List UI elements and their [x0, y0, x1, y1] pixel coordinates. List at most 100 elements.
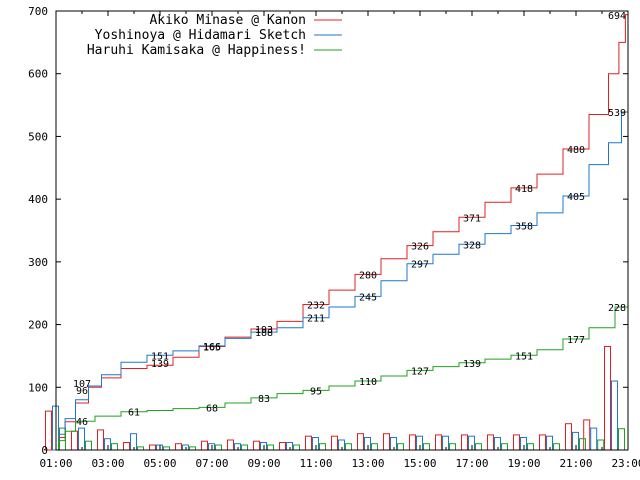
data-label: 107 — [73, 379, 91, 390]
data-label: 480 — [567, 145, 585, 156]
x-tick-label: 19:00 — [507, 457, 540, 470]
y-tick-label: 700 — [28, 5, 48, 18]
data-label: 418 — [515, 184, 533, 195]
hourly-bar — [331, 435, 338, 451]
hourly-bar — [371, 443, 378, 451]
hourly-bar — [305, 435, 312, 451]
data-labels-layer: 96 139 165 193 232 280 326 371 418 480 694 107 151 16… — [73, 11, 626, 428]
data-label: 694 — [608, 11, 626, 22]
y-tick-label: 400 — [28, 193, 48, 206]
hourly-bar — [435, 434, 442, 451]
data-label: 228 — [608, 303, 626, 314]
hourly-bar — [579, 438, 586, 451]
hourly-bar — [501, 443, 508, 451]
data-label: 139 — [151, 359, 169, 370]
hourly-bar — [409, 434, 416, 451]
legend-label: Akiko Minase @ Kanon — [149, 13, 306, 28]
hourly-bar — [85, 440, 92, 451]
data-label: 139 — [463, 359, 481, 370]
legend-label: Haruhi Kamisaka @ Happiness! — [87, 43, 306, 58]
hourly-bar — [527, 443, 534, 451]
cumulative-series-line — [56, 306, 628, 451]
data-label: 165 — [203, 343, 221, 354]
data-label: 539 — [608, 108, 626, 119]
hourly-bar — [241, 444, 248, 451]
data-label: 166 — [203, 342, 221, 353]
axes-layer: 0 100 200 300 400 500 600 700 01:00 03:00 05:00 07:… — [28, 5, 640, 470]
hourly-bar — [215, 444, 222, 451]
data-label: 328 — [463, 240, 481, 251]
hourly-bar — [397, 443, 404, 451]
data-label: 127 — [411, 366, 429, 377]
hourly-bar — [201, 440, 208, 451]
data-label: 177 — [567, 335, 585, 346]
hourly-bar — [175, 443, 182, 451]
hourly-bar — [45, 410, 52, 451]
legend-label: Yoshinoya @ Hidamari Sketch — [95, 28, 306, 43]
hourly-bar — [293, 444, 300, 451]
hourly-bar — [345, 443, 352, 451]
hourly-bar — [461, 434, 468, 451]
hourly-bar — [449, 443, 456, 451]
cumulative-series-line — [56, 14, 628, 451]
hourly-bar — [604, 346, 611, 451]
y-tick-label: 100 — [28, 381, 48, 394]
data-label: 151 — [151, 351, 169, 362]
data-label: 110 — [359, 377, 377, 388]
hourly-bar — [357, 433, 364, 451]
hourly-bar — [149, 444, 156, 451]
hourly-bar — [227, 439, 234, 451]
hourly-bar — [539, 434, 546, 451]
hourly-bar — [97, 429, 104, 451]
hourly-bar — [383, 433, 390, 451]
hourly-bar — [423, 443, 430, 451]
data-label: 326 — [411, 242, 429, 253]
hourly-bar — [123, 442, 130, 451]
cumulative-series-line — [56, 111, 628, 451]
data-label: 371 — [463, 213, 481, 224]
hourly-bar — [267, 444, 274, 451]
hourly-bar — [611, 380, 618, 451]
cumulative-lines-layer — [56, 14, 628, 451]
data-label: 193 — [255, 325, 273, 336]
hourly-bar — [565, 423, 572, 451]
y-tick-label: 600 — [28, 68, 48, 81]
data-label: 83 — [258, 394, 270, 405]
hourly-bar — [78, 427, 85, 451]
data-label: 61 — [128, 408, 140, 419]
data-label: 95 — [310, 386, 322, 397]
x-tick-label: 15:00 — [403, 457, 436, 470]
y-tick-label: 0 — [41, 444, 48, 457]
data-label: 211 — [307, 314, 325, 325]
y-tick-label: 500 — [28, 130, 48, 143]
hourly-bar — [71, 430, 78, 451]
data-label: 96 — [76, 386, 88, 397]
data-label: 232 — [307, 301, 325, 312]
data-label: 188 — [255, 328, 273, 339]
x-tick-label: 01:00 — [39, 457, 72, 470]
data-label: 151 — [515, 351, 533, 362]
data-label: 358 — [515, 222, 533, 233]
hourly-bar — [513, 434, 520, 451]
hourly-bar — [487, 434, 494, 451]
data-label: 68 — [206, 403, 218, 414]
hourly-bar — [597, 439, 605, 451]
data-label: 297 — [411, 260, 429, 271]
x-tick-label: 07:00 — [195, 457, 228, 470]
x-tick-label: 05:00 — [143, 457, 176, 470]
hourly-bar — [590, 427, 598, 451]
y-tick-label: 300 — [28, 256, 48, 269]
x-tick-label: 17:00 — [455, 457, 488, 470]
data-label: 405 — [567, 192, 585, 203]
hourly-bar — [475, 443, 482, 451]
x-tick-label: 23:00 — [611, 457, 640, 470]
hourly-bar — [319, 443, 326, 451]
y-tick-label: 200 — [28, 319, 48, 332]
x-tick-label: 09:00 — [247, 457, 280, 470]
data-label: 245 — [359, 292, 377, 303]
hourly-bar — [279, 442, 286, 451]
hourly-bar — [618, 428, 625, 451]
hourly-bar — [583, 419, 591, 451]
